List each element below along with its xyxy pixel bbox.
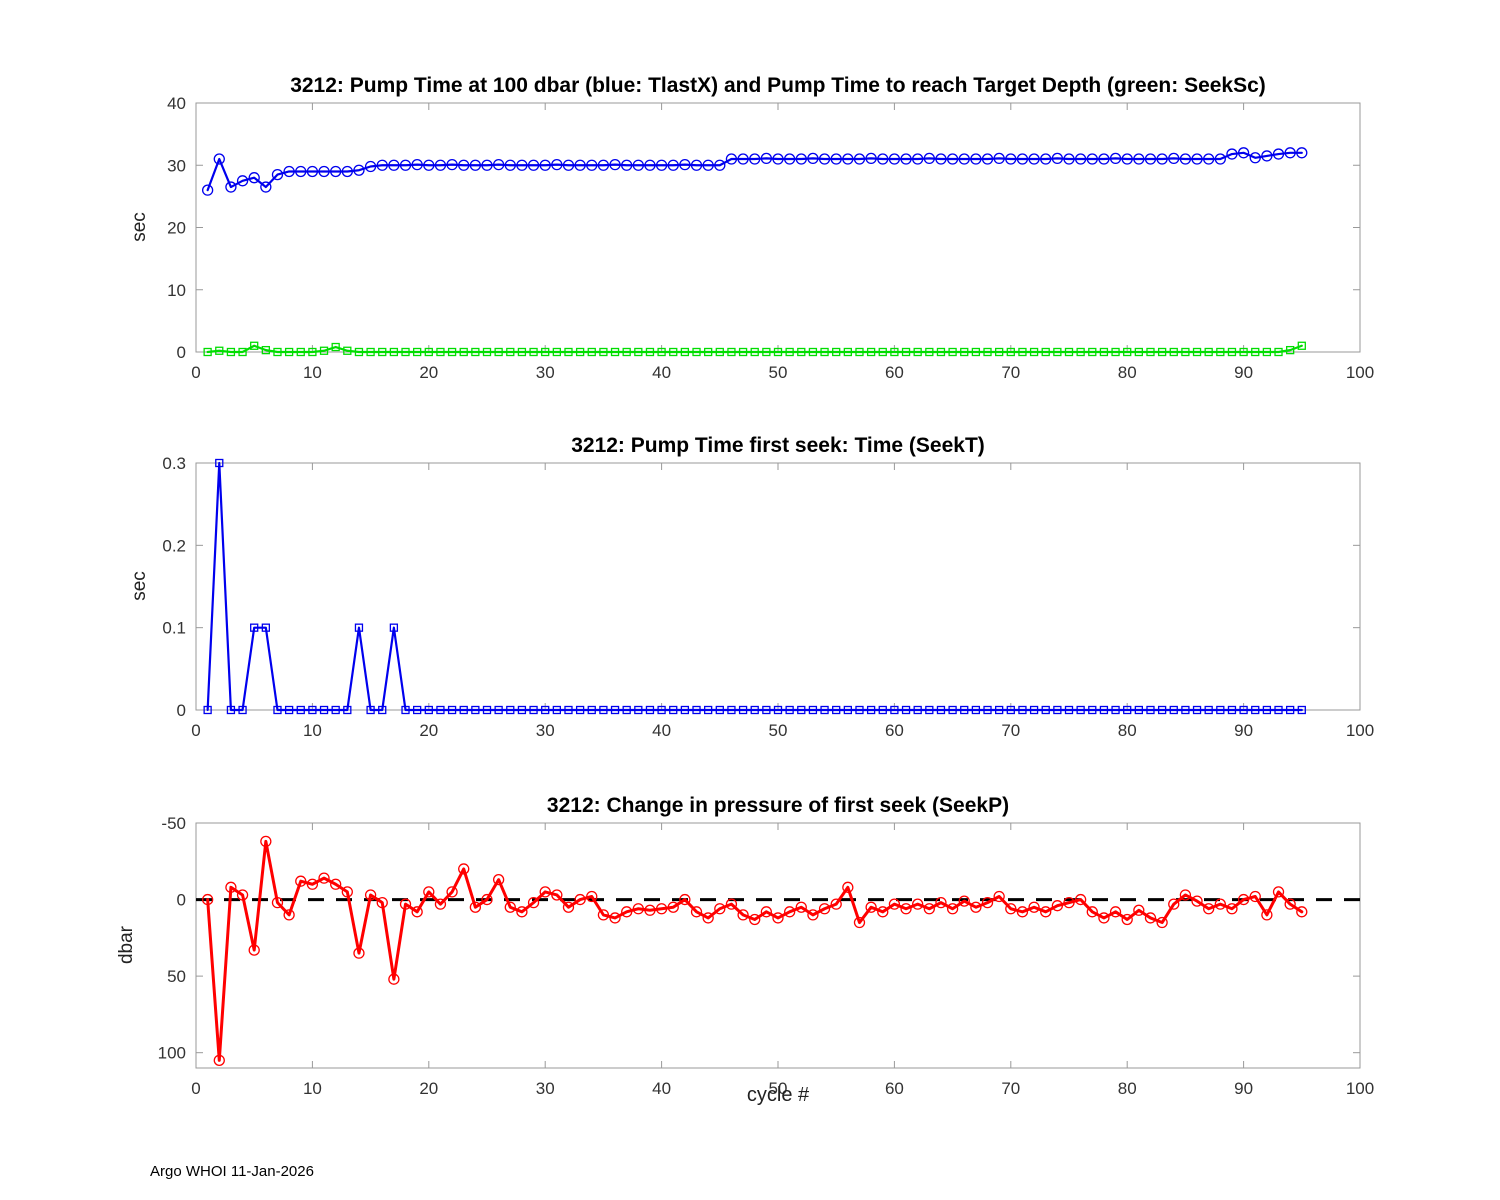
- svg-text:30: 30: [167, 156, 186, 175]
- footer-text: Argo WHOI 11-Jan-2026: [150, 1163, 314, 1180]
- svg-text:40: 40: [652, 363, 671, 382]
- svg-text:40: 40: [652, 721, 671, 740]
- svg-text:50: 50: [769, 363, 788, 382]
- svg-text:100: 100: [158, 1044, 186, 1063]
- chart3-title: 3212: Change in pressure of first seek (…: [546, 794, 1010, 817]
- svg-text:60: 60: [885, 1079, 904, 1098]
- svg-text:0: 0: [177, 343, 186, 362]
- svg-text:0: 0: [191, 721, 200, 740]
- svg-text:20: 20: [167, 219, 186, 238]
- svg-text:0: 0: [177, 701, 186, 720]
- svg-text:0: 0: [191, 1079, 200, 1098]
- svg-text:10: 10: [303, 721, 322, 740]
- svg-text:0: 0: [191, 363, 200, 382]
- svg-text:100: 100: [1346, 1079, 1374, 1098]
- svg-text:100: 100: [1346, 363, 1374, 382]
- svg-text:90: 90: [1234, 363, 1253, 382]
- svg-text:20: 20: [419, 721, 438, 740]
- svg-text:50: 50: [167, 967, 186, 986]
- svg-text:90: 90: [1234, 1079, 1253, 1098]
- svg-text:30: 30: [536, 721, 555, 740]
- svg-text:80: 80: [1118, 363, 1137, 382]
- svg-text:60: 60: [885, 363, 904, 382]
- svg-text:20: 20: [419, 1079, 438, 1098]
- svg-text:80: 80: [1118, 721, 1137, 740]
- svg-text:20: 20: [419, 363, 438, 382]
- svg-text:10: 10: [303, 363, 322, 382]
- svg-text:50: 50: [769, 721, 788, 740]
- svg-text:-50: -50: [161, 814, 186, 833]
- svg-text:100: 100: [1346, 721, 1374, 740]
- svg-text:0.1: 0.1: [162, 619, 186, 638]
- chart3-ylabel: dbar: [116, 925, 137, 965]
- x-axis-label: cycle #: [746, 1084, 810, 1106]
- chart2-ylabel: sec: [129, 571, 150, 601]
- chart2-title: 3212: Pump Time first seek: Time (SeekT): [571, 434, 985, 457]
- svg-text:0.2: 0.2: [162, 536, 186, 555]
- chart1-title: 3212: Pump Time at 100 dbar (blue: Tlast…: [290, 74, 1266, 97]
- chart1-ylabel: sec: [129, 212, 150, 242]
- svg-text:40: 40: [652, 1079, 671, 1098]
- svg-text:10: 10: [303, 1079, 322, 1098]
- svg-text:70: 70: [1001, 1079, 1020, 1098]
- svg-text:0.3: 0.3: [162, 454, 186, 473]
- svg-text:10: 10: [167, 281, 186, 300]
- svg-text:90: 90: [1234, 721, 1253, 740]
- svg-text:70: 70: [1001, 721, 1020, 740]
- svg-text:30: 30: [536, 1079, 555, 1098]
- svg-text:80: 80: [1118, 1079, 1137, 1098]
- svg-text:0: 0: [177, 891, 186, 910]
- svg-text:60: 60: [885, 721, 904, 740]
- svg-text:40: 40: [167, 94, 186, 113]
- svg-text:70: 70: [1001, 363, 1020, 382]
- svg-text:50: 50: [769, 1079, 788, 1098]
- svg-text:30: 30: [536, 363, 555, 382]
